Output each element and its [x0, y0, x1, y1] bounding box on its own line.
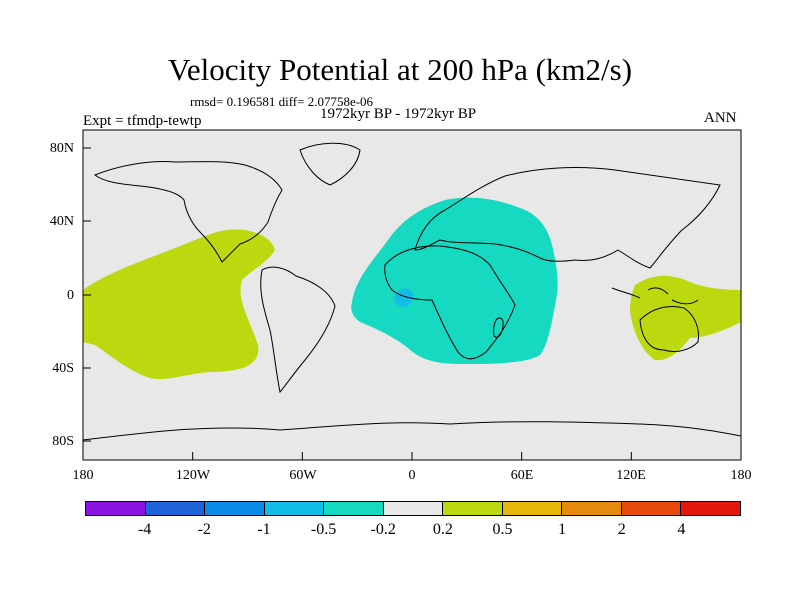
- colorbar-segment: [145, 502, 206, 515]
- colorbar-segment: [86, 502, 146, 515]
- lat-label-40n: 40N: [49, 214, 74, 229]
- lat-label-40s: 40S: [52, 361, 74, 376]
- colorbar-label: -4: [137, 521, 152, 538]
- lon-label-120w: 120W: [175, 468, 211, 483]
- colorbar-label: 0.2: [432, 521, 453, 538]
- colorbar-label: 2: [617, 521, 626, 538]
- lat-label-0: 0: [67, 288, 74, 303]
- colorbar-label: -1: [257, 521, 271, 538]
- colorbar: [85, 501, 741, 516]
- coast-north-america: [94, 161, 283, 263]
- experiment-label: Expt = tfmdp-tewtp: [83, 113, 202, 129]
- colorbar-segment: [621, 502, 682, 515]
- lon-label-60w: 60W: [289, 468, 317, 483]
- coast-madagascar: [493, 317, 504, 338]
- colorbar-segment: [562, 502, 622, 515]
- positive-region-east-pacific: [83, 229, 275, 380]
- colorbar-segment: [502, 502, 563, 515]
- coastlines: [83, 142, 741, 441]
- stats-text: rmsd= 0.196581 diff= 2.07758e-06: [190, 94, 374, 109]
- colorbar-segment: [324, 502, 384, 515]
- lon-label-180w: 180: [72, 468, 94, 483]
- colorbar-label: -0.2: [370, 521, 396, 538]
- colorbar-segment: [205, 502, 265, 515]
- colorbar-segment: [383, 502, 444, 515]
- colorbar-segment: [681, 502, 741, 515]
- coast-antarctica: [83, 421, 741, 441]
- colorbar-label: -2: [197, 521, 211, 538]
- strong-negative-spot: [394, 288, 414, 308]
- lon-label-180e: 180: [730, 468, 752, 483]
- period-text: 1972kyr BP - 1972kyr BP: [320, 106, 477, 122]
- colorbar-label: 0.5: [492, 521, 513, 538]
- plot-title: Velocity Potential at 200 hPa (km2/s): [167, 52, 633, 87]
- colorbar-label: -0.5: [310, 521, 337, 538]
- coast-africa: [384, 245, 516, 360]
- colorbar-label: 1: [558, 521, 567, 538]
- colorbar-segment: [443, 502, 503, 515]
- coast-south-america: [260, 266, 336, 394]
- longitude-ticks: [82, 452, 742, 460]
- negative-region-africa: [351, 197, 558, 364]
- coast-australia: [639, 306, 699, 353]
- coast-indonesia: [611, 287, 699, 305]
- coast-europe-asia: [414, 167, 721, 269]
- season-label: ANN: [704, 110, 737, 126]
- positive-region-west-pacific: [630, 275, 741, 361]
- coast-greenland: [299, 142, 361, 186]
- latitude-ticks: [83, 147, 91, 442]
- colorbar-segment: [264, 502, 325, 515]
- lat-label-80s: 80S: [52, 434, 74, 449]
- lon-label-60e: 60E: [510, 468, 534, 483]
- colorbar-label: 4: [677, 521, 686, 538]
- lat-label-80n: 80N: [49, 141, 74, 156]
- lon-label-0: 0: [408, 468, 416, 483]
- lon-label-120e: 120E: [616, 468, 646, 483]
